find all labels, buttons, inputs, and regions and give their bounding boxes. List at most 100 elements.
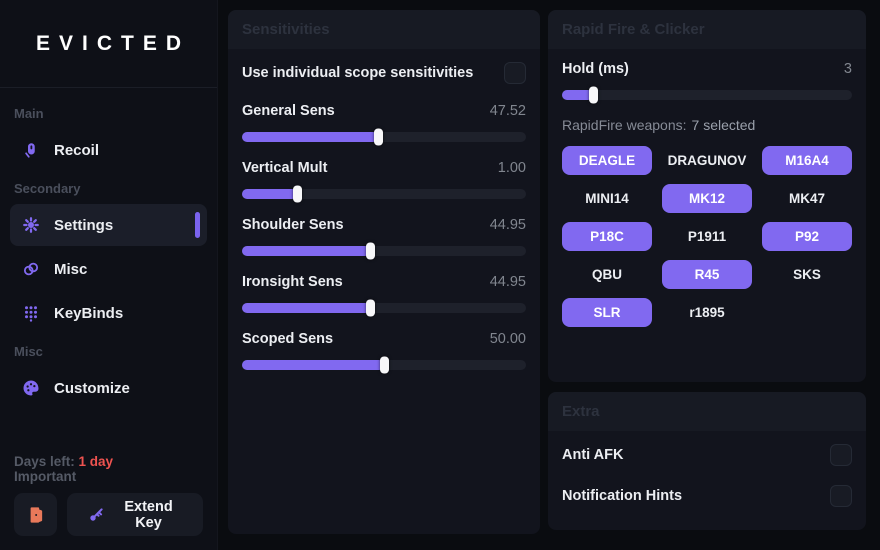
sidebar-section-label: Secondary — [14, 181, 81, 196]
keypad-icon — [22, 304, 40, 322]
anti-afk-label: Anti AFK — [562, 447, 624, 463]
slider-fill — [242, 132, 379, 142]
notification-hints-row: Notification Hints — [562, 484, 852, 508]
slider-group-general-sens: General Sens 47.52 — [242, 103, 526, 146]
notification-hints-checkbox[interactable] — [830, 485, 852, 507]
slider-thumb[interactable] — [293, 185, 303, 203]
weapon-p1911[interactable]: P1911 — [662, 222, 752, 251]
sidebar-item-recoil[interactable]: Recoil — [10, 129, 207, 171]
weapon-mini14[interactable]: MINI14 — [562, 184, 652, 213]
weapon-dragunov[interactable]: DRAGUNOV — [662, 146, 752, 175]
sidebar-item-keybinds[interactable]: KeyBinds — [10, 292, 207, 334]
slider-fill — [242, 303, 370, 313]
sidebar: EVICTED Main Recoil Secondary Settings Misc K… — [0, 0, 218, 550]
link-icon — [22, 260, 40, 278]
slider-label-row: Vertical Mult 1.00 — [242, 160, 526, 176]
sidebar-section-label: Misc — [14, 344, 43, 359]
general-sens-slider[interactable] — [242, 128, 526, 146]
slider-value: 44.95 — [489, 217, 526, 233]
slider-group-ironsight-sens: Ironsight Sens 44.95 — [242, 274, 526, 317]
hold-ms-value: 3 — [843, 61, 852, 77]
weapon-qbu[interactable]: QBU — [562, 260, 652, 289]
sidebar-item-misc[interactable]: Misc — [10, 248, 207, 290]
slider-label: Vertical Mult — [242, 160, 328, 176]
scope-sensitivities-checkbox[interactable] — [504, 62, 526, 84]
weapon-sks[interactable]: SKS — [762, 260, 852, 289]
slider-value: 47.52 — [489, 103, 526, 119]
weapons-selected-line: RapidFire weapons: 7 selected — [562, 117, 852, 133]
days-left-label: Days left: — [14, 454, 75, 469]
weapon-mk12[interactable]: MK12 — [662, 184, 752, 213]
slider-group-vertical-mult: Vertical Mult 1.00 — [242, 160, 526, 203]
extend-key-button[interactable]: Extend Key — [67, 493, 203, 536]
slider-group-shoulder-sens: Shoulder Sens 44.95 — [242, 217, 526, 260]
slider-value: 1.00 — [497, 160, 526, 176]
sidebar-item-label: Settings — [54, 216, 114, 234]
sidebar-section-label: Main — [14, 106, 44, 121]
shoulder-sens-slider[interactable] — [242, 242, 526, 260]
sidebar-nav: Main Recoil Secondary Settings Misc KeyBinds M… — [0, 88, 217, 454]
main-content: Sensitivities Use individual scope sensi… — [218, 0, 880, 550]
weapon-p18c[interactable]: P18C — [562, 222, 652, 251]
slider-thumb[interactable] — [380, 356, 389, 374]
weapon-mk47[interactable]: MK47 — [762, 184, 852, 213]
hold-ms-slider[interactable] — [562, 86, 852, 104]
slider-label-row: General Sens 47.52 — [242, 103, 526, 119]
weapon-r1895[interactable]: r1895 — [662, 298, 752, 327]
weapons-grid: DEAGLE DRAGUNOV M16A4 MINI14 MK12 MK47 P18C P19… — [562, 146, 852, 327]
sidebar-item-settings[interactable]: Settings — [10, 204, 207, 246]
sidebar-item-label: Customize — [54, 379, 130, 397]
palette-icon — [22, 379, 40, 397]
slider-value: 44.95 — [489, 274, 526, 290]
slider-fill — [562, 90, 594, 100]
sidebar-item-label: Recoil — [54, 141, 100, 159]
extra-panel-title: Extra — [548, 392, 866, 431]
sidebar-item-label: Misc — [54, 260, 88, 278]
slider-fill — [242, 246, 370, 256]
days-left-line: Days left: 1 day — [14, 454, 203, 469]
weapon-p92[interactable]: P92 — [762, 222, 852, 251]
weapon-m16a4[interactable]: M16A4 — [762, 146, 852, 175]
vertical-mult-slider[interactable] — [242, 185, 526, 203]
slider-thumb[interactable] — [374, 128, 384, 146]
mouse-icon — [22, 141, 40, 159]
slider-thumb[interactable] — [365, 299, 375, 317]
slider-label-row: Shoulder Sens 44.95 — [242, 217, 526, 233]
slider-label: Ironsight Sens — [242, 274, 343, 290]
weapons-label: RapidFire weapons: — [562, 117, 687, 133]
ironsight-sens-slider[interactable] — [242, 299, 526, 317]
active-item-indicator — [195, 212, 200, 238]
sidebar-item-customize[interactable]: Customize — [10, 367, 207, 409]
weapons-selected-count: 7 selected — [691, 117, 756, 133]
slider-label: Scoped Sens — [242, 331, 334, 347]
important-label: Important — [14, 469, 77, 484]
scope-sensitivities-row: Use individual scope sensitivities — [242, 61, 526, 85]
hold-ms-label: Hold (ms) — [562, 61, 629, 77]
slider-group-scoped-sens: Scoped Sens 50.00 — [242, 331, 526, 374]
door-icon — [27, 506, 45, 524]
rapid-fire-panel-title: Rapid Fire & Clicker — [548, 10, 866, 49]
rapid-fire-panel: Rapid Fire & Clicker Hold (ms) 3 RapidFi… — [548, 10, 866, 382]
extra-panel: Extra Anti AFK Notification Hints — [548, 392, 866, 530]
slider-value: 50.00 — [489, 331, 526, 347]
sliders-container: General Sens 47.52 Vertical Mult 1.00 Should… — [242, 103, 526, 374]
weapon-r45[interactable]: R45 — [662, 260, 752, 289]
weapon-deagle[interactable]: DEAGLE — [562, 146, 652, 175]
slider-label-row: Scoped Sens 50.00 — [242, 331, 526, 347]
slider-label: Shoulder Sens — [242, 217, 344, 233]
gear-icon — [22, 216, 40, 234]
notification-hints-label: Notification Hints — [562, 488, 683, 504]
slider-thumb[interactable] — [589, 86, 599, 104]
slider-fill — [242, 189, 298, 199]
days-left-value: 1 day — [78, 454, 114, 469]
sidebar-item-label: KeyBinds — [54, 304, 124, 322]
hold-ms-slider-container — [562, 86, 852, 104]
sensitivities-panel-title: Sensitivities — [228, 10, 540, 49]
logout-button[interactable] — [14, 493, 57, 536]
sidebar-footer: Days left: 1 day Important Extend Key — [0, 454, 217, 550]
slider-fill — [242, 360, 384, 370]
anti-afk-checkbox[interactable] — [830, 444, 852, 466]
weapon-slr[interactable]: SLR — [562, 298, 652, 327]
slider-thumb[interactable] — [365, 242, 375, 260]
scoped-sens-slider[interactable] — [242, 356, 526, 374]
